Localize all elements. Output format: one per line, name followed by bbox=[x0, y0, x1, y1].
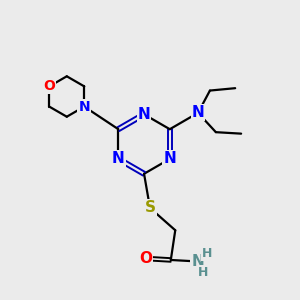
Text: O: O bbox=[43, 80, 55, 93]
Text: N: N bbox=[191, 254, 204, 269]
Text: O: O bbox=[139, 251, 152, 266]
Text: H: H bbox=[202, 247, 212, 260]
Text: N: N bbox=[138, 107, 150, 122]
Text: S: S bbox=[145, 200, 155, 215]
Text: N: N bbox=[112, 152, 125, 166]
Text: N: N bbox=[164, 152, 176, 166]
Text: N: N bbox=[192, 105, 204, 120]
Text: H: H bbox=[198, 266, 209, 279]
Text: N: N bbox=[79, 100, 90, 114]
